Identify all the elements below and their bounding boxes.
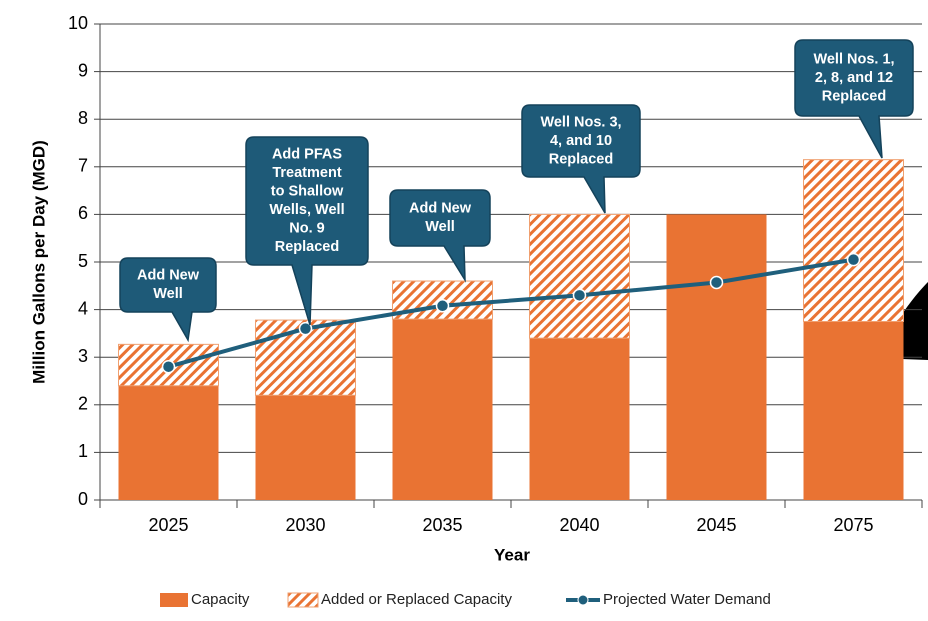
demand-point xyxy=(709,275,724,290)
callout-text: Well xyxy=(153,286,183,302)
capacity-bar xyxy=(255,395,356,500)
x-tick-label: 2040 xyxy=(559,515,599,535)
y-tick-label: 5 xyxy=(78,251,88,271)
y-tick-label: 6 xyxy=(78,203,88,223)
callout: Add New Well xyxy=(389,189,491,283)
callout-text: Treatment xyxy=(272,165,341,181)
callout-text: Add New xyxy=(409,201,472,217)
y-tick-label: 10 xyxy=(68,13,88,33)
callout-text: Well Nos. 1, xyxy=(813,51,894,67)
y-tick-label: 2 xyxy=(78,394,88,414)
y-tick-label: 3 xyxy=(78,346,88,366)
callout-box xyxy=(521,104,641,214)
legend-swatch xyxy=(160,593,188,607)
y-tick-label: 8 xyxy=(78,108,88,128)
legend-label: Added or Replaced Capacity xyxy=(321,591,512,608)
x-tick-label: 2035 xyxy=(422,515,462,535)
y-tick-label: 0 xyxy=(78,489,88,509)
capacity-bar xyxy=(666,214,767,500)
callout-text: Well xyxy=(425,219,455,235)
y-tick-label: 7 xyxy=(78,156,88,176)
callout-box xyxy=(389,189,491,283)
demand-point xyxy=(298,321,313,336)
callout-text: No. 9 xyxy=(289,221,324,237)
callout-text: to Shallow xyxy=(271,184,344,200)
demand-line xyxy=(167,257,854,369)
demand-point xyxy=(572,288,587,303)
added-capacity-bar xyxy=(803,159,904,322)
callout-text: Wells, Well xyxy=(269,202,344,218)
added-capacity-bar xyxy=(529,213,630,339)
callout: Add New Well xyxy=(119,257,217,343)
legend-label: Projected Water Demand xyxy=(603,591,771,608)
demand-point xyxy=(435,299,450,313)
callout: Well Nos. 3, 4, and 10 Replaced xyxy=(521,104,641,214)
demand-point xyxy=(846,252,861,267)
capacity-bar xyxy=(803,321,904,500)
y-tick-label: 1 xyxy=(78,441,88,461)
legend-label: Capacity xyxy=(191,591,250,608)
callout: Well Nos. 1, 2, 8, and 12 Replaced xyxy=(794,39,914,159)
callout-text: 2, 8, and 12 xyxy=(815,70,893,86)
y-tick-label: 9 xyxy=(78,60,88,80)
demand-point xyxy=(161,359,176,374)
capacity-bar xyxy=(392,319,493,500)
legend-swatch xyxy=(287,592,319,608)
callout-box xyxy=(119,257,217,343)
callout-text: Replaced xyxy=(822,88,886,104)
callout-text: Replaced xyxy=(275,239,339,255)
y-axis-title: Million Gallons per Day (MGD) xyxy=(29,140,48,384)
callout-text: Add New xyxy=(137,268,200,284)
callout-box xyxy=(794,39,914,159)
x-tick-label: 2030 xyxy=(285,515,325,535)
x-axis-title: Year xyxy=(494,545,530,564)
callout-text: Well Nos. 3, xyxy=(540,114,621,130)
x-tick-label: 2045 xyxy=(696,515,736,535)
callout: Add PFAS Treatment to Shallow Wells, Well No… xyxy=(245,136,369,326)
callout-text: Replaced xyxy=(549,151,613,167)
y-tick-label: 4 xyxy=(78,298,88,318)
capacity-bar xyxy=(529,338,630,500)
callout-text: 4, and 10 xyxy=(550,133,612,149)
callout-text: Add PFAS xyxy=(272,147,342,163)
legend-marker xyxy=(577,594,589,606)
capacity-bar xyxy=(118,385,219,500)
x-tick-label: 2075 xyxy=(833,515,873,535)
callout-box xyxy=(245,136,369,326)
x-tick-label: 2025 xyxy=(148,515,188,535)
